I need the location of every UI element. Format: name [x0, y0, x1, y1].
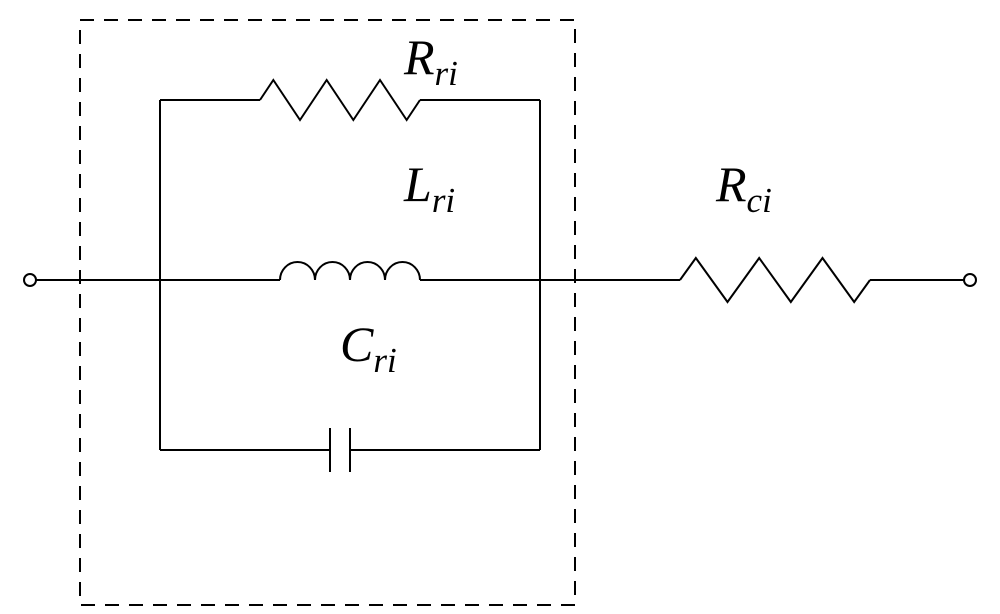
label-Lri-sub: ri [432, 181, 455, 220]
label-Cri-main: C [340, 316, 373, 372]
label-Rri-sub: ri [435, 54, 458, 93]
label-Cri-sub: ri [373, 341, 396, 380]
label-Rci-main: R [716, 156, 747, 212]
circuit-svg [0, 0, 1000, 614]
label-Lri: Lri [404, 155, 455, 221]
label-Rci: Rci [716, 155, 772, 221]
label-Rri-main: R [404, 29, 435, 85]
label-Cri: Cri [340, 315, 397, 381]
label-Lri-main: L [404, 156, 432, 212]
label-Rci-sub: ci [747, 181, 772, 220]
circuit-diagram: Rri Lri Cri Rci [0, 0, 1000, 614]
label-Rri: Rri [404, 28, 458, 94]
